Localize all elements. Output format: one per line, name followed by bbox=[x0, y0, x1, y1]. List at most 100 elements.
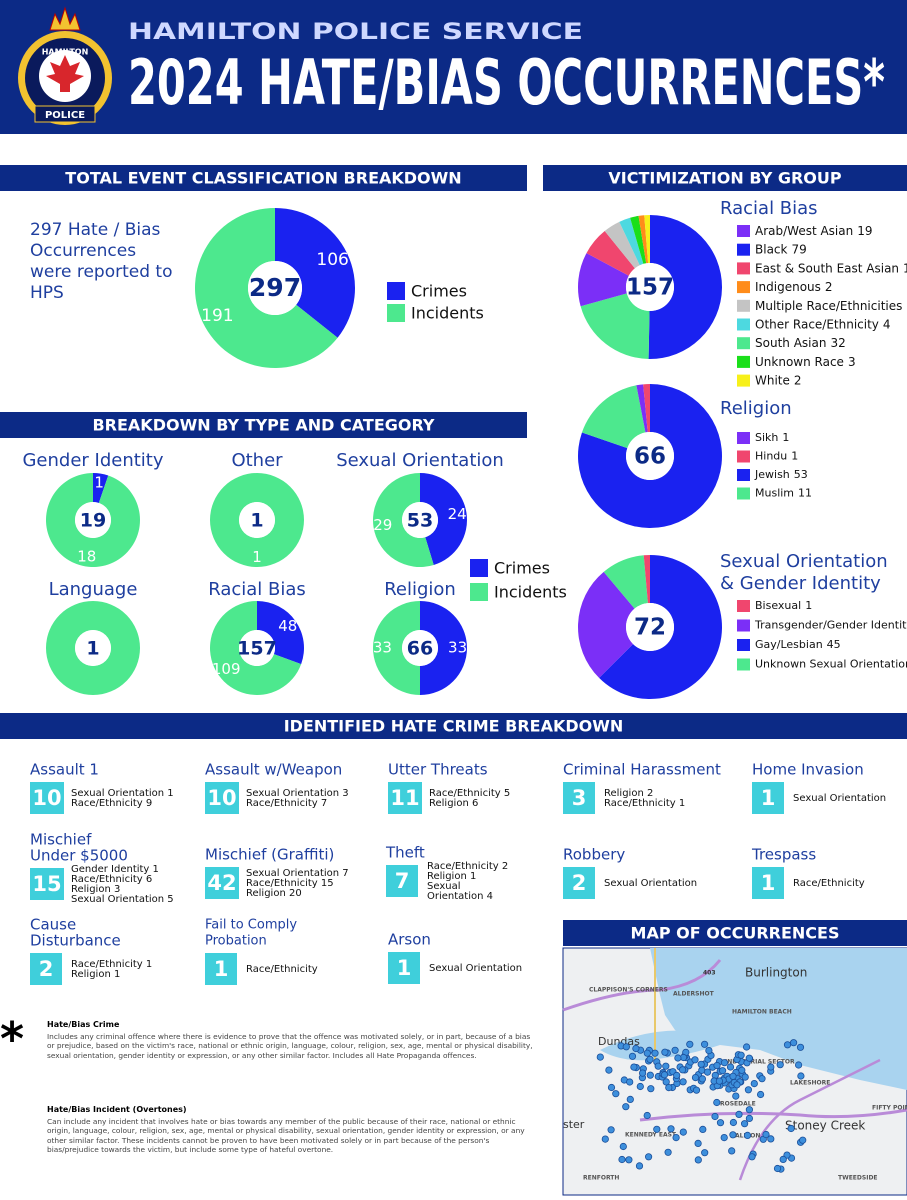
chart-title: & Gender Identity bbox=[720, 573, 881, 594]
donut-slice bbox=[644, 215, 650, 264]
donut-slice bbox=[195, 208, 338, 369]
crime-count: 3 bbox=[572, 786, 587, 810]
slice-label: 109 bbox=[212, 660, 241, 678]
map-dot bbox=[618, 1155, 626, 1164]
crime-detail: Sexual Orientation 1 bbox=[71, 788, 174, 799]
chart-title: Racial Bias bbox=[208, 579, 306, 600]
note-text: Includes any criminal offence where ther… bbox=[47, 1031, 533, 1060]
legend-swatch bbox=[737, 469, 750, 481]
map-dot bbox=[729, 1072, 737, 1080]
crime-count: 11 bbox=[390, 786, 419, 810]
legend-value: 79 bbox=[791, 242, 806, 256]
donut-slice bbox=[586, 231, 635, 276]
legend-value: 2 bbox=[794, 373, 802, 387]
map-label: Burlington bbox=[745, 966, 807, 980]
map-dot bbox=[601, 1135, 609, 1143]
crime-detail: Sexual Orientation bbox=[793, 793, 886, 804]
count-box bbox=[30, 868, 64, 900]
legend-swatch bbox=[737, 299, 750, 312]
map-dot bbox=[758, 1075, 766, 1083]
crime-title: Trespass bbox=[751, 846, 816, 864]
slice-label: 1 bbox=[252, 548, 262, 566]
note-text: Can include any incident that involves h… bbox=[47, 1116, 525, 1155]
legend-swatch bbox=[470, 559, 488, 577]
map-dot bbox=[674, 1054, 682, 1062]
crime-count: 2 bbox=[39, 957, 54, 981]
crime-count: 10 bbox=[32, 786, 61, 810]
slice-label: 106 bbox=[316, 250, 348, 270]
legend-swatch bbox=[737, 374, 750, 387]
map-road bbox=[738, 1058, 881, 1181]
map-dot bbox=[713, 1061, 721, 1070]
donut-slice bbox=[603, 555, 648, 609]
map-dot bbox=[797, 1072, 805, 1080]
map-dot bbox=[743, 1131, 752, 1140]
legend-label: Crimes bbox=[494, 559, 550, 578]
legend-swatch bbox=[737, 318, 750, 331]
map-dot bbox=[737, 1051, 745, 1059]
map-dot bbox=[711, 1112, 719, 1121]
map-dot bbox=[789, 1039, 798, 1047]
donut-hole bbox=[402, 502, 438, 538]
map-dot bbox=[779, 1155, 787, 1164]
map-label: LAKESHORE bbox=[790, 1080, 830, 1087]
donut-chart: 1 18 19 Gender Identity bbox=[22, 450, 164, 567]
crime-note: Hate/Bias Crime Includes any criminal off… bbox=[47, 1020, 534, 1060]
chart-title: Gender Identity bbox=[22, 450, 163, 471]
donut-slice bbox=[643, 555, 650, 604]
map-dot bbox=[679, 1078, 687, 1086]
donut-slice bbox=[643, 384, 650, 433]
map-label: ALDERSHOT bbox=[673, 991, 715, 998]
map-dot bbox=[794, 1061, 803, 1069]
section-title: VICTIMIZATION BY GROUP bbox=[608, 169, 842, 188]
donut-hole bbox=[248, 261, 302, 315]
map-dot bbox=[700, 1040, 709, 1048]
count-box bbox=[205, 867, 239, 899]
map-dot bbox=[773, 1164, 782, 1173]
crime-count: 42 bbox=[207, 871, 236, 895]
legend-entry: South Asian 32 bbox=[755, 336, 846, 350]
map-dot bbox=[630, 1063, 638, 1071]
map-dot bbox=[699, 1125, 707, 1134]
map-dot bbox=[679, 1128, 687, 1136]
map-dot bbox=[661, 1048, 669, 1056]
map-dot bbox=[783, 1041, 792, 1049]
map-dot bbox=[729, 1131, 737, 1139]
map-dot bbox=[612, 1090, 620, 1098]
map-dot bbox=[694, 1156, 702, 1164]
donut-slice bbox=[275, 208, 355, 338]
donut-chart: 33 33 66 Religion bbox=[373, 579, 467, 695]
legend-swatch bbox=[737, 432, 750, 444]
map: Burlington Dundas Stoney Creek ALDERSHOT CLA… bbox=[562, 947, 907, 1196]
crime-title: Arson bbox=[388, 931, 431, 949]
map-label: TWEEDSIDE bbox=[838, 1175, 878, 1182]
header-bar bbox=[0, 0, 907, 134]
crime-title: Under $5000 bbox=[30, 847, 128, 865]
crime-count: 1 bbox=[761, 871, 776, 895]
legend-label: Crimes bbox=[411, 282, 467, 301]
section-bar bbox=[0, 412, 527, 438]
crime-detail: Sexual bbox=[427, 881, 461, 892]
crime-item: Utter Threats 11 Race/Ethnicity 5Religion … bbox=[388, 761, 510, 814]
map-dot bbox=[605, 1066, 613, 1074]
legend-label: White bbox=[755, 373, 790, 387]
donut-hole bbox=[626, 603, 674, 651]
map-road bbox=[639, 1108, 907, 1122]
legend-label: Jewish bbox=[754, 468, 790, 481]
map-dot bbox=[691, 1056, 699, 1064]
legend-value: 10 bbox=[903, 261, 907, 275]
legend-swatch bbox=[737, 658, 750, 671]
map-dot bbox=[735, 1110, 743, 1119]
map-label: CLAPPISON'S CORNERS bbox=[589, 987, 668, 994]
legend-entry: East & South East Asian 10 bbox=[755, 261, 907, 275]
crime-title: Theft bbox=[385, 844, 425, 862]
donut-slice bbox=[209, 601, 302, 695]
crime-count: 15 bbox=[32, 872, 61, 896]
intro-text: 297 Hate / Bias Occurrences were reporte… bbox=[30, 220, 173, 303]
crime-title: Home Invasion bbox=[752, 761, 864, 779]
map-dot bbox=[660, 1071, 669, 1079]
crime-detail: Religion 3 bbox=[71, 884, 120, 895]
crime-count: 1 bbox=[214, 957, 229, 981]
